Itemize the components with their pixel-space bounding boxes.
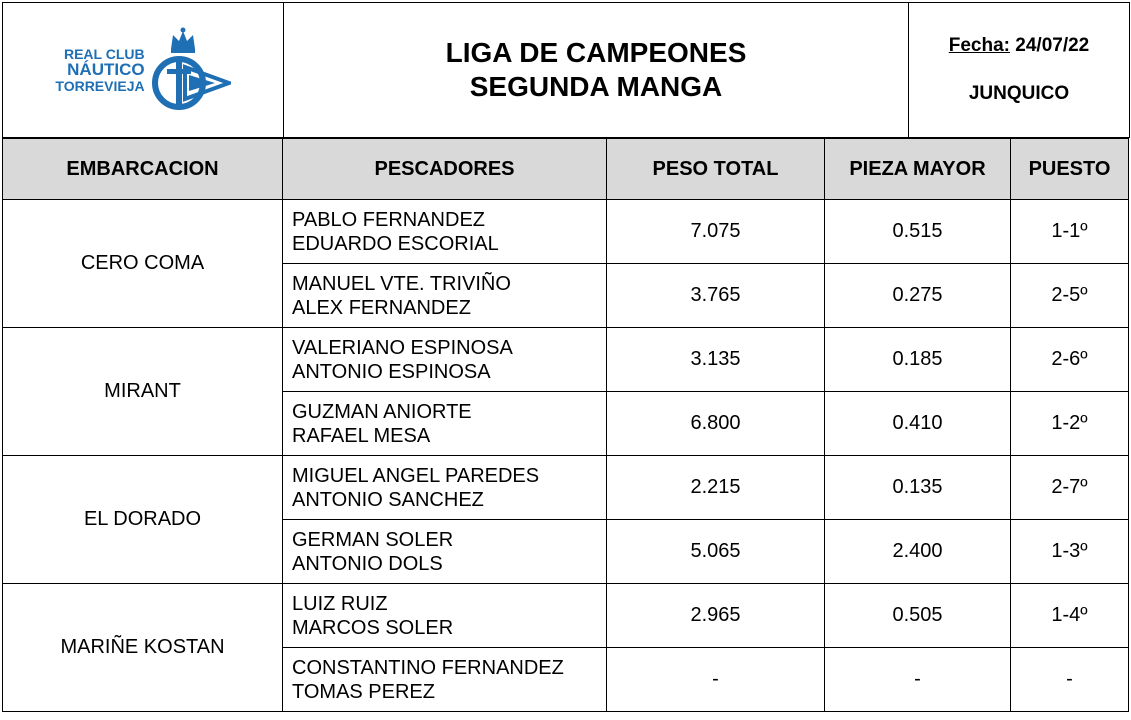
peso-total-value: 7.075 xyxy=(606,199,825,264)
club-emblem-icon xyxy=(151,27,231,110)
fishers-cell: CONSTANTINO FERNANDEZ TOMAS PEREZ xyxy=(282,647,607,712)
pieza-mayor-value: 0.185 xyxy=(824,327,1011,392)
table-row: MANUEL VTE. TRIVIÑO ALEX FERNANDEZ 3.765 0.… xyxy=(3,263,1129,328)
puesto-value: 1-2º xyxy=(1010,391,1129,456)
logo-cell: REAL CLUB NÁUTICO TORREVIEJA xyxy=(2,2,284,138)
peso-total-value: 3.135 xyxy=(606,327,825,392)
pieza-mayor-value: 0.410 xyxy=(824,391,1011,456)
column-header-row: EMBARCACION PESCADORES PESO TOTAL PIEZA … xyxy=(2,138,1129,200)
table-row: EL DORADO MIGUEL ANGEL PAREDES ANTONIO SAN… xyxy=(2,455,1129,584)
fisher-name: GERMAN SOLER xyxy=(292,528,454,551)
club-logo: REAL CLUB NÁUTICO TORREVIEJA xyxy=(55,27,231,113)
fishers-cell: MANUEL VTE. TRIVIÑO ALEX FERNANDEZ xyxy=(282,263,607,328)
column-header-peso-total: PESO TOTAL xyxy=(606,138,825,200)
fisher-name: VALERIANO ESPINOSA xyxy=(292,336,513,359)
puesto-value: 2-7º xyxy=(1010,455,1129,520)
fisher-name: ANTONIO DOLS xyxy=(292,552,443,575)
fisher-name: LUIZ RUIZ xyxy=(292,592,388,615)
logo-line-1: REAL CLUB xyxy=(63,46,145,62)
fisher-name: EDUARDO ESCORIAL xyxy=(292,232,499,255)
fisher-name: ANTONIO ESPINOSA xyxy=(292,360,491,383)
table-row: MIRANT VALERIANO ESPINOSA ANTONIO ESPINOSA… xyxy=(2,327,1129,456)
column-header-pieza-mayor: PIEZA MAYOR xyxy=(824,138,1011,200)
peso-total-value: 5.065 xyxy=(606,519,825,584)
results-table: EMBARCACION PESCADORES PESO TOTAL PIEZA … xyxy=(2,138,1129,712)
pieza-mayor-value: 0.515 xyxy=(824,199,1011,264)
fishers-cell: VALERIANO ESPINOSA ANTONIO ESPINOSA xyxy=(282,327,607,392)
logo-line-2: NÁUTICO xyxy=(67,60,145,79)
date-cell: Fecha: 24/07/22 JUNQUICO xyxy=(908,2,1130,138)
peso-total-value: 2.965 xyxy=(606,583,825,648)
puesto-value: 1-4º xyxy=(1010,583,1129,648)
title-line-2: SEGUNDA MANGA xyxy=(469,71,723,102)
puesto-value: - xyxy=(1010,647,1129,712)
fishers-cell: MIGUEL ANGEL PAREDES ANTONIO SANCHEZ xyxy=(282,455,607,520)
column-header-embarcacion: EMBARCACION xyxy=(2,138,283,200)
fisher-name: ANTONIO SANCHEZ xyxy=(292,488,484,511)
title-line-1: LIGA DE CAMPEONES xyxy=(445,37,747,68)
fisher-name: RAFAEL MESA xyxy=(292,424,431,447)
peso-total-value: 6.800 xyxy=(606,391,825,456)
pieza-mayor-value: - xyxy=(824,647,1011,712)
fisher-name: MARCOS SOLER xyxy=(292,616,454,639)
column-header-puesto: PUESTO xyxy=(1010,138,1129,200)
fishers-cell: GUZMAN ANIORTE RAFAEL MESA xyxy=(282,391,607,456)
table-row: CONSTANTINO FERNANDEZ TOMAS PEREZ - - - xyxy=(3,647,1129,712)
fisher-name: ALEX FERNANDEZ xyxy=(292,296,471,319)
puesto-value: 1-3º xyxy=(1010,519,1129,584)
fishers-cell: GERMAN SOLER ANTONIO DOLS xyxy=(282,519,607,584)
club-logo-text: REAL CLUB NÁUTICO TORREVIEJA xyxy=(55,46,144,94)
fishers-cell: LUIZ RUIZ MARCOS SOLER xyxy=(282,583,607,648)
date-label: Fecha: xyxy=(948,35,1010,56)
boat-name: MIRANT xyxy=(2,327,283,456)
table-row: GUZMAN ANIORTE RAFAEL MESA 6.800 0.410 1-2º xyxy=(3,391,1129,456)
boat-name: CERO COMA xyxy=(2,199,283,328)
peso-total-value: 2.215 xyxy=(606,455,825,520)
pieza-mayor-value: 0.505 xyxy=(824,583,1011,648)
fisher-name: MANUEL VTE. TRIVIÑO xyxy=(292,272,511,295)
pieza-mayor-value: 0.135 xyxy=(824,455,1011,520)
puesto-value: 2-6º xyxy=(1010,327,1129,392)
fisher-name: PABLO FERNANDEZ xyxy=(292,208,485,231)
date-line: Fecha: 24/07/22 xyxy=(909,35,1129,57)
title-cell: LIGA DE CAMPEONES SEGUNDA MANGA xyxy=(283,2,909,138)
header-table: REAL CLUB NÁUTICO TORREVIEJA xyxy=(2,2,1130,138)
table-row: MARIÑE KOSTAN LUIZ RUIZ MARCOS SOLER 2.965 0… xyxy=(2,583,1129,712)
logo-line-3: TORREVIEJA xyxy=(55,78,145,94)
boat-name: MARIÑE KOSTAN xyxy=(2,583,283,712)
fisher-name: MIGUEL ANGEL PAREDES xyxy=(292,464,540,487)
table-row: GERMAN SOLER ANTONIO DOLS 5.065 2.400 1-3º xyxy=(3,519,1129,584)
table-row: CERO COMA PABLO FERNANDEZ EDUARDO ESCORIAL… xyxy=(2,199,1129,328)
peso-total-value: 3.765 xyxy=(606,263,825,328)
date-value: 24/07/22 xyxy=(1015,35,1090,56)
fishers-cell: PABLO FERNANDEZ EDUARDO ESCORIAL xyxy=(282,199,607,264)
results-body: CERO COMA PABLO FERNANDEZ EDUARDO ESCORIAL… xyxy=(2,199,1129,712)
pieza-mayor-value: 0.275 xyxy=(824,263,1011,328)
puesto-value: 1-1º xyxy=(1010,199,1129,264)
fisher-name: TOMAS PEREZ xyxy=(292,680,435,703)
column-header-pescadores: PESCADORES xyxy=(282,138,607,200)
boat-name: EL DORADO xyxy=(2,455,283,584)
place-name: JUNQUICO xyxy=(968,83,1070,104)
peso-total-value: - xyxy=(606,647,825,712)
fisher-name: CONSTANTINO FERNANDEZ xyxy=(292,656,564,679)
pieza-mayor-value: 2.400 xyxy=(824,519,1011,584)
fisher-name: GUZMAN ANIORTE xyxy=(292,400,472,423)
puesto-value: 2-5º xyxy=(1010,263,1129,328)
